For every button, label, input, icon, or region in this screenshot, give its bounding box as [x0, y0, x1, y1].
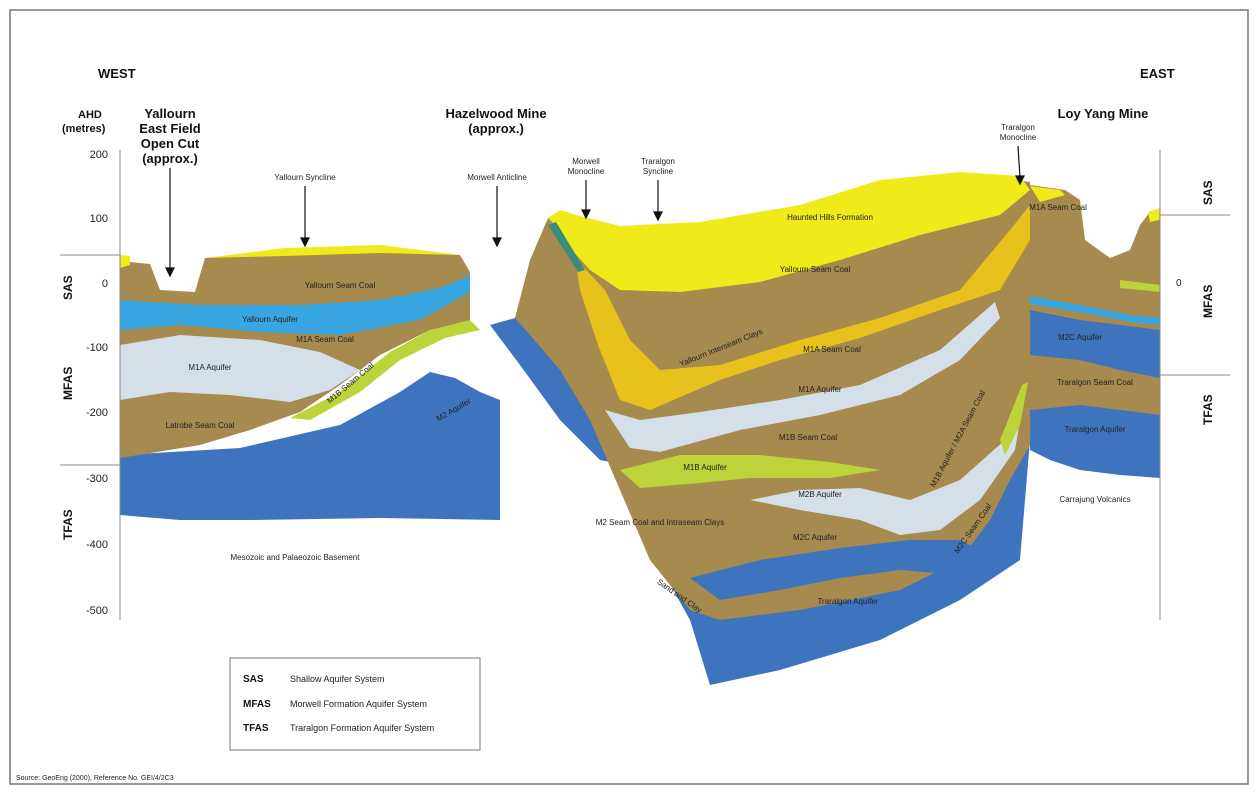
- unit-m2b-aquifer: M2B Aquifer: [798, 490, 842, 499]
- yallourn-aquifer-shape: [120, 275, 470, 335]
- tick-minus100: -100: [86, 342, 108, 354]
- traralgon-monocline-label-2: Monocline: [1000, 133, 1037, 142]
- legend-abbr-mfas: MFAS: [243, 699, 271, 710]
- unit-traralgon-seam-east: Traralgon Seam Coal: [1057, 378, 1133, 387]
- west-label: WEST: [98, 66, 136, 81]
- east-block: [1030, 185, 1160, 478]
- source-note: Source: GeoEng (2000), Reference No. GEI…: [16, 775, 174, 782]
- traralgon-syncline-label-2: Syncline: [643, 167, 674, 176]
- right-tfas-label: TFAS: [1201, 394, 1215, 425]
- tick-0: 0: [102, 278, 108, 290]
- unit-yallourn-seam-west: Yallourn Seam Coal: [305, 281, 376, 290]
- unit-traralgon-aquifer-east: Traralgon Aquifer: [1064, 425, 1125, 434]
- left-mfas-label: MFAS: [61, 367, 75, 400]
- m2c-lower-blue: [690, 540, 990, 600]
- unit-m1a-aquifer-central: M1A Aquifer: [798, 385, 841, 394]
- hazelwood-title-2: (approx.): [468, 121, 524, 136]
- traralgon-syncline-label-1: Traralgon: [641, 157, 675, 166]
- tick-200: 200: [90, 149, 108, 161]
- m2c-aquifer-east-shape: [1030, 310, 1160, 378]
- yallourn-title-1: Yallourn: [144, 106, 195, 121]
- morwell-monocline-label-1: Morwell: [572, 157, 600, 166]
- unit-m1a-seam-west: M1A Seam Coal: [296, 335, 354, 344]
- morwell-monocline-label-2: Monocline: [568, 167, 605, 176]
- unit-m1a-seam-east: M1A Seam Coal: [1029, 203, 1087, 212]
- legend-abbr-sas: SAS: [243, 674, 264, 685]
- unit-traralgon-aquifer-central: Traralgon Aquifer: [817, 597, 878, 606]
- traralgon-monocline-label-1: Traralgon: [1001, 123, 1035, 132]
- yallourn-title-3: Open Cut: [141, 136, 200, 151]
- unit-m1a-seam-central: M1A Seam Coal: [803, 345, 861, 354]
- right-mfas-label: MFAS: [1201, 285, 1215, 318]
- m2a-lime-strip: [1000, 382, 1028, 455]
- unit-m1b-aquifer: M1B Aquifer: [683, 463, 727, 472]
- m1b-aquifer-lime: [620, 455, 880, 488]
- m1a-aquifer-west-shape: [120, 335, 360, 402]
- unit-basement: Mesozoic and Palaeozoic Basement: [231, 553, 361, 562]
- morwell-anticline-label: Morwell Anticline: [467, 173, 527, 182]
- legend-name-tfas: Traralgon Formation Aquifer System: [290, 723, 434, 733]
- legend-abbr-tfas: TFAS: [243, 723, 269, 734]
- central-block: [490, 172, 1030, 685]
- ahd-units-label: (metres): [62, 123, 106, 135]
- tick-minus400: -400: [86, 539, 108, 551]
- m1b-lime-west: [290, 320, 480, 420]
- unit-yallourn-seam-central: Yallourn Seam Coal: [780, 265, 851, 274]
- interseam-gold: [575, 205, 1030, 410]
- west-block: [120, 245, 500, 520]
- tick-minus300: -300: [86, 473, 108, 485]
- unit-carrajung: Carrajung Volcanics: [1059, 495, 1130, 504]
- unit-haunted-hills: Haunted Hills Formation: [787, 213, 873, 222]
- unit-m2c-aquifer: M2C Aquifer: [793, 533, 837, 542]
- legend-name-mfas: Morwell Formation Aquifer System: [290, 699, 427, 709]
- basement-blue-west: [120, 372, 500, 520]
- yellow-west-top: [205, 245, 460, 258]
- unit-yallourn-aquifer: Yallourn Aquifer: [242, 315, 298, 324]
- unit-m1a-aquifer-west: M1A Aquifer: [188, 363, 231, 372]
- east-label: EAST: [1140, 66, 1175, 81]
- left-tfas-label: TFAS: [61, 509, 75, 540]
- yallourn-syncline-label: Yallourn Syncline: [274, 173, 336, 182]
- ahd-label: AHD: [78, 109, 102, 121]
- right-axis: [1159, 150, 1230, 620]
- right-sas-label: SAS: [1201, 180, 1215, 205]
- legend: SAS Shallow Aquifer System MFAS Morwell …: [229, 657, 481, 751]
- haunted-hills-yellow: [548, 172, 1030, 292]
- east-tick-0: 0: [1176, 278, 1182, 289]
- legend-name-sas: Shallow Aquifer System: [290, 674, 385, 684]
- structure-arrows: [165, 145, 1025, 278]
- anticline-left-edge-lime: [548, 222, 585, 272]
- m1a-aquifer-central-shape: [605, 302, 1000, 452]
- tick-minus500: -500: [86, 605, 108, 617]
- left-axis: [60, 150, 121, 620]
- basement-blue-east: [1030, 390, 1160, 478]
- yallourn-title-2: East Field: [139, 121, 200, 136]
- unit-m1b-seam-central: M1B Seam Coal: [779, 433, 837, 442]
- unit-latrobe-seam: Latrobe Seam Coal: [166, 421, 235, 430]
- hazelwood-title-1: Hazelwood Mine: [445, 106, 546, 121]
- m2b-aquifer-shape: [750, 420, 1020, 535]
- left-sas-label: SAS: [61, 275, 75, 300]
- cyan-east-strip: [1030, 296, 1160, 325]
- unit-m2c-aquifer-east: M2C Aquifer: [1058, 333, 1102, 342]
- yellow-west-edge: [120, 255, 130, 268]
- lime-east-strip: [1120, 280, 1160, 292]
- yellow-east-right: [1148, 208, 1160, 222]
- yallourn-title-4: (approx.): [142, 151, 198, 166]
- loyyang-title: Loy Yang Mine: [1058, 106, 1149, 121]
- unit-m2-seam-clays: M2 Seam Coal and Intraseam Clays: [596, 518, 725, 527]
- yellow-east-cap: [1030, 186, 1065, 202]
- tick-minus200: -200: [86, 407, 108, 419]
- tick-100: 100: [90, 213, 108, 225]
